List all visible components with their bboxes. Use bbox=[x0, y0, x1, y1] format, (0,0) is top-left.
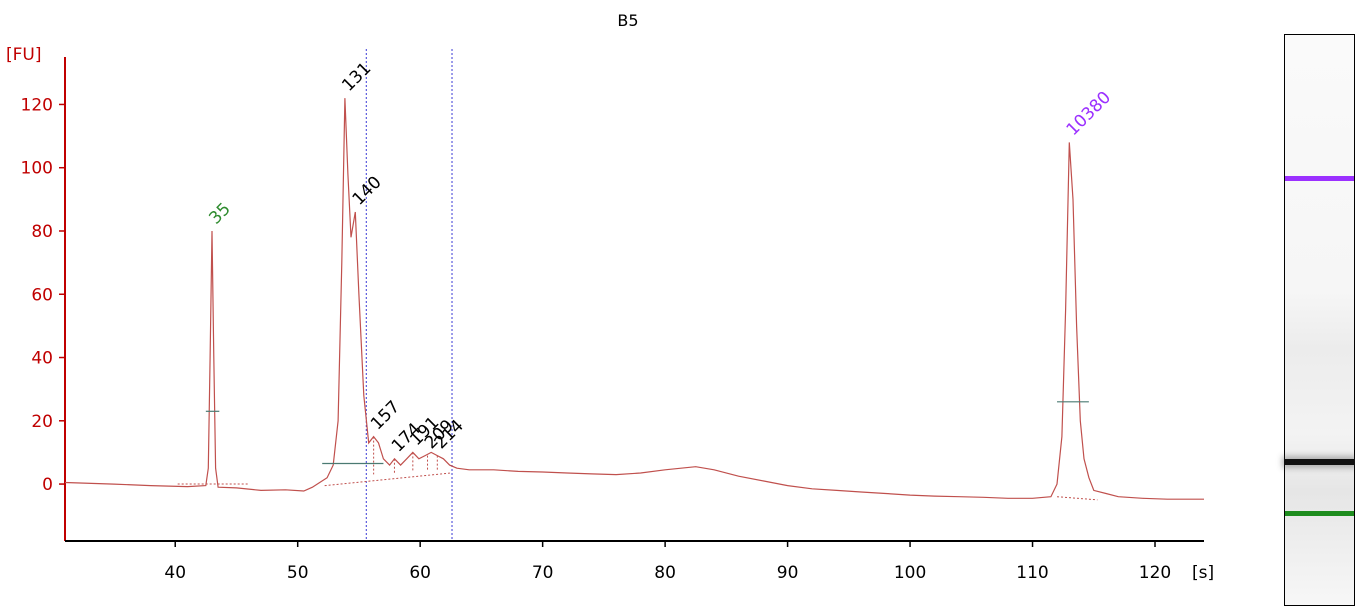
x-tick-label: 80 bbox=[654, 563, 676, 583]
x-tick-label: 60 bbox=[409, 563, 431, 583]
peak-label: 140 bbox=[349, 172, 386, 209]
y-tick-label: 0 bbox=[42, 475, 53, 495]
peak-baseline bbox=[1056, 496, 1098, 501]
x-axis-label: [s] bbox=[1192, 563, 1214, 583]
x-tick-label: 40 bbox=[164, 563, 186, 583]
y-tick-label: 20 bbox=[31, 412, 53, 432]
peak-baseline bbox=[324, 472, 451, 487]
x-tick-label: 110 bbox=[1016, 563, 1048, 583]
peak-label: 157 bbox=[367, 397, 404, 434]
x-tick-label: 50 bbox=[287, 563, 309, 583]
y-tick-label: 60 bbox=[31, 285, 53, 305]
electropherogram-chart: B5 [FU] [s] 0 20 40 60 80 100 120 40 50 60 70 80 90 1… bbox=[6, 11, 1214, 583]
signal-trace bbox=[64, 98, 1204, 500]
y-axis-label: [FU] bbox=[6, 45, 42, 65]
x-tick-label: 100 bbox=[894, 563, 926, 583]
y-tick-label: 100 bbox=[21, 159, 53, 179]
x-tick-label: 70 bbox=[532, 563, 554, 583]
chart-title: B5 bbox=[617, 11, 638, 30]
gel-lane bbox=[1284, 34, 1355, 606]
peak-label: 10380 bbox=[1063, 88, 1115, 140]
x-tick-label: 120 bbox=[1139, 563, 1171, 583]
upper-marker-band bbox=[1285, 176, 1354, 181]
lower-marker-band bbox=[1285, 510, 1354, 516]
y-tick-label: 120 bbox=[21, 95, 53, 115]
x-tick-label: 90 bbox=[777, 563, 799, 583]
y-tick-label: 40 bbox=[31, 349, 53, 369]
peak-label: 131 bbox=[338, 59, 375, 96]
y-tick-label: 80 bbox=[31, 222, 53, 242]
main-band bbox=[1285, 459, 1354, 466]
peak-label: 35 bbox=[205, 199, 234, 228]
